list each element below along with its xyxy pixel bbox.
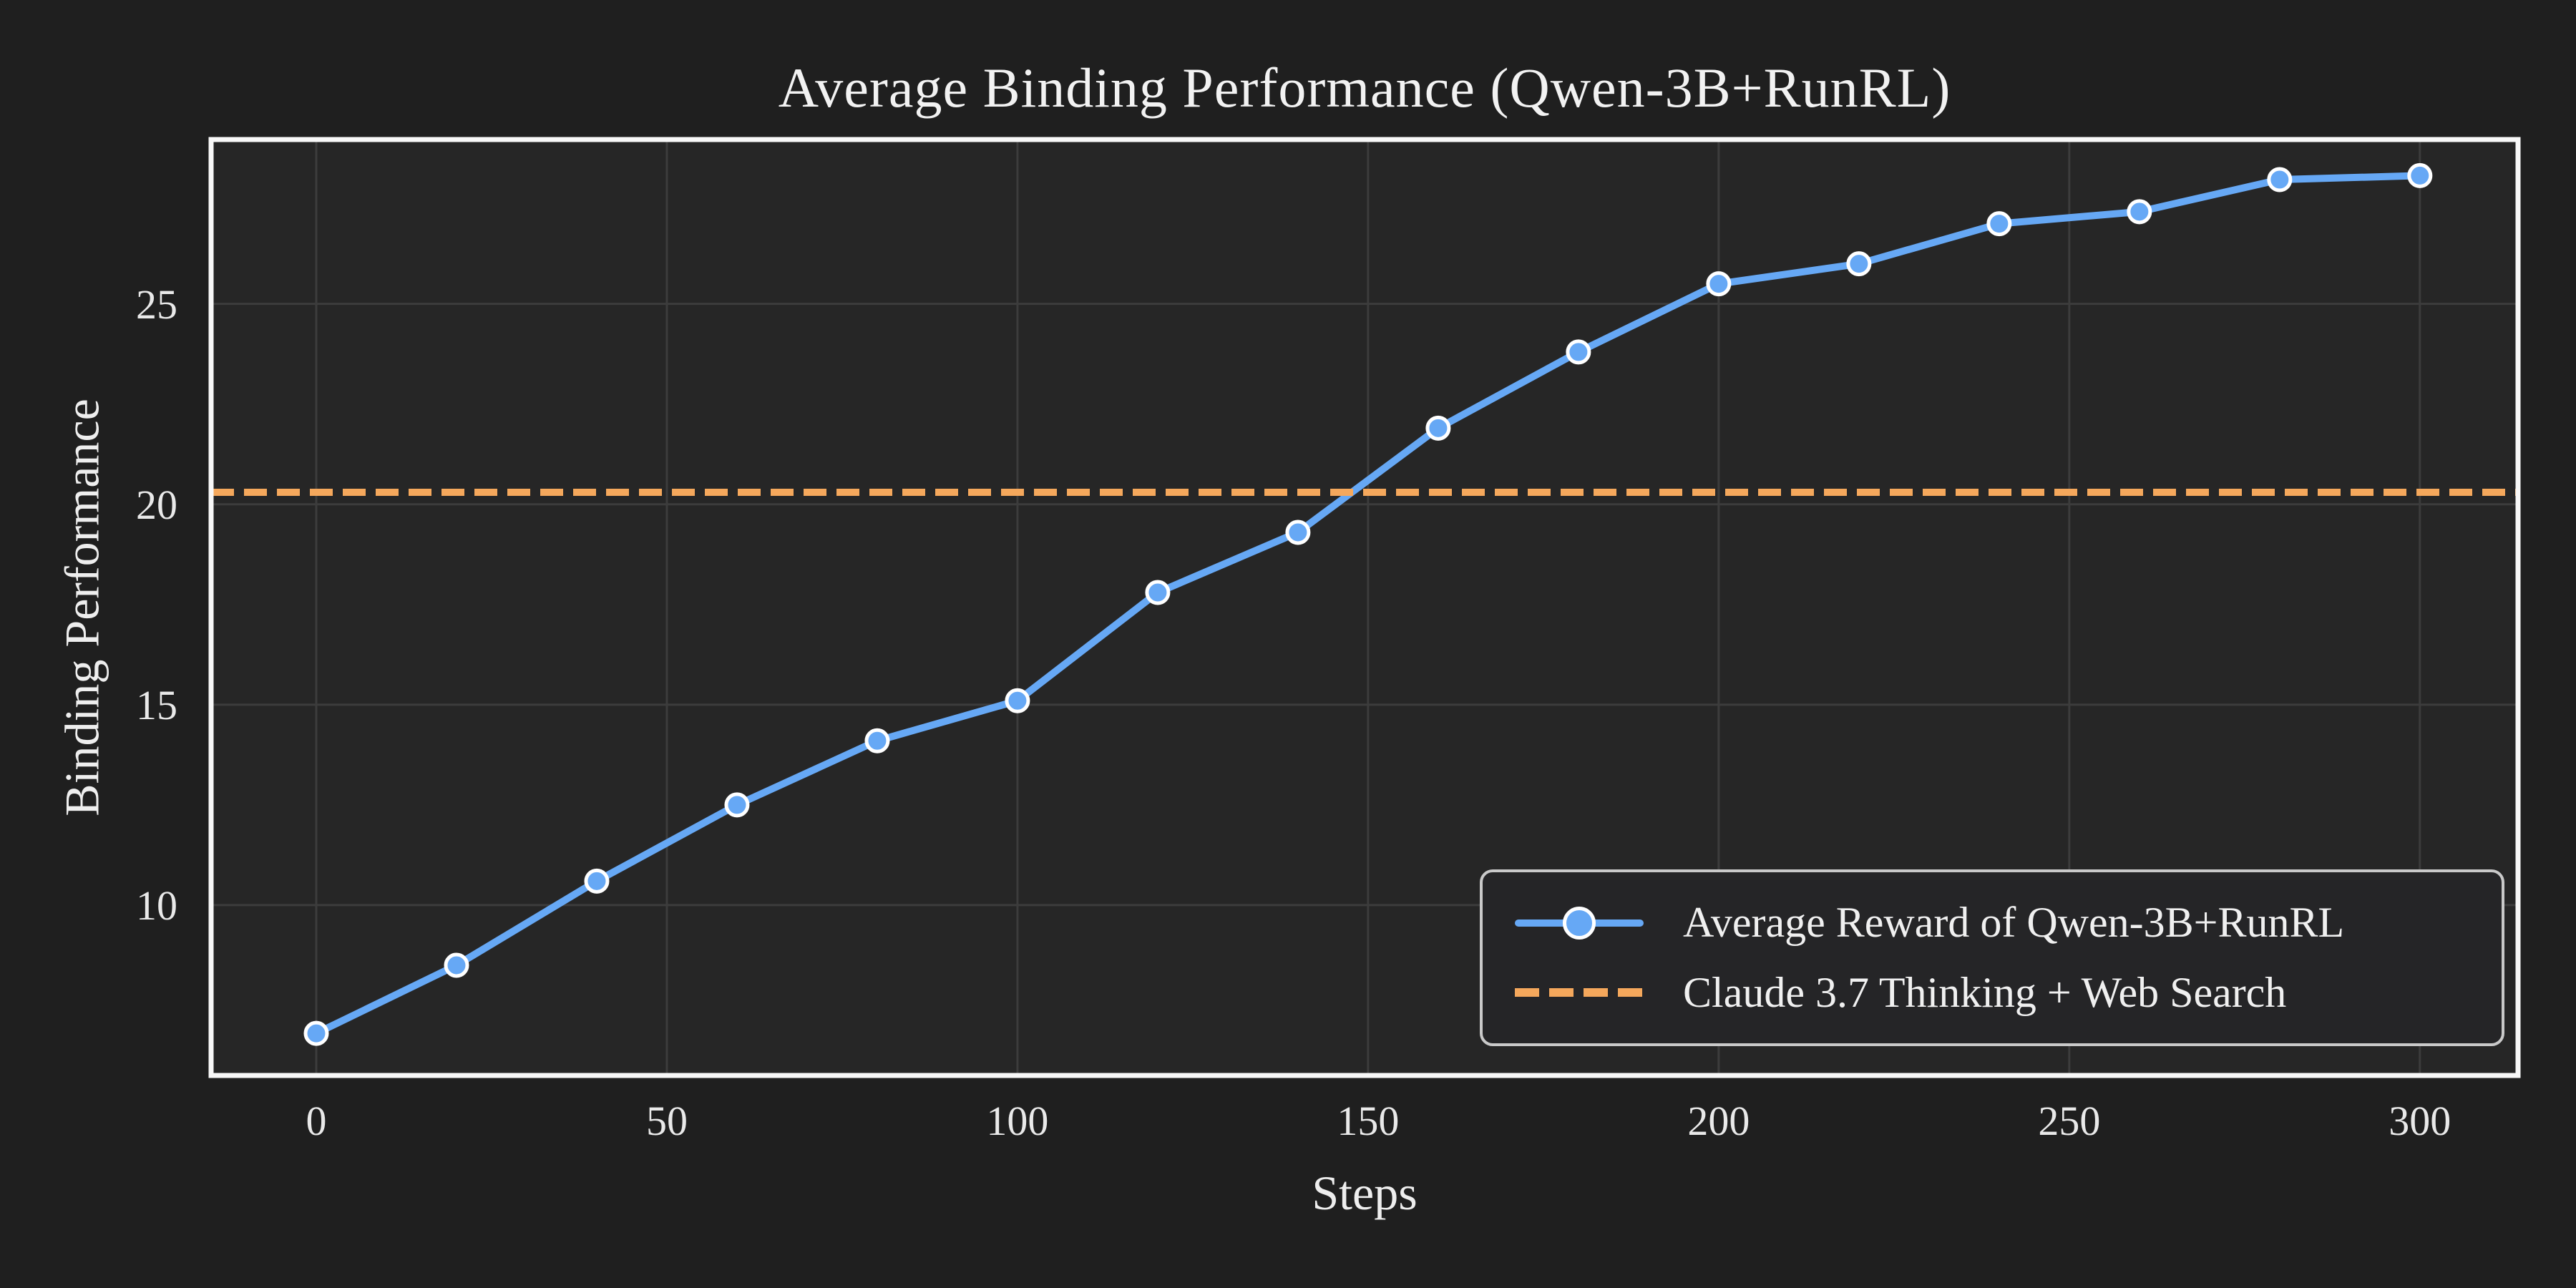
y-tick-10: 10: [136, 882, 177, 929]
x-tick-0: 0: [306, 1098, 327, 1144]
y-tick-25: 25: [136, 280, 177, 328]
legend: Average Reward of Qwen-3B+RunRL Claude 3…: [1480, 869, 2504, 1046]
legend-label-baseline: Claude 3.7 Thinking + Web Search: [1683, 968, 2287, 1016]
y-tick-15: 15: [136, 681, 177, 728]
x-tick-50: 50: [645, 1098, 688, 1144]
circle-marker-icon: [1563, 906, 1596, 940]
x-tick-150: 150: [1337, 1098, 1400, 1144]
legend-label-series: Average Reward of Qwen-3B+RunRL: [1683, 899, 2345, 947]
x-tick-100: 100: [986, 1098, 1049, 1144]
dashed-line-swatch-icon: [1515, 988, 1644, 997]
y-axis-label: Binding Performance: [54, 399, 109, 816]
x-tick-300: 300: [2389, 1098, 2451, 1144]
chart-title: Average Binding Performance (Qwen-3B+Run…: [778, 57, 1951, 119]
legend-item-series: Average Reward of Qwen-3B+RunRL: [1515, 898, 2469, 947]
y-tick-20: 20: [136, 481, 177, 528]
line-marker-swatch-icon: [1515, 906, 1644, 940]
x-axis-label: Steps: [1312, 1166, 1418, 1220]
x-tick-250: 250: [2038, 1098, 2101, 1144]
x-tick-200: 200: [1687, 1098, 1750, 1144]
legend-item-baseline: Claude 3.7 Thinking + Web Search: [1515, 968, 2469, 1018]
